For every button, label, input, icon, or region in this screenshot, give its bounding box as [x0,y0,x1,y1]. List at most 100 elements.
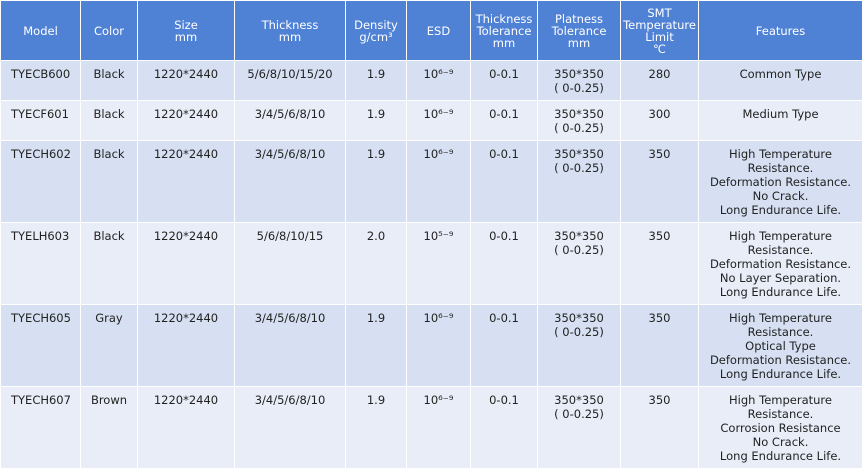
table-cell: 0-0.1 [470,304,538,387]
table-cell: 300 [620,100,699,141]
table-cell: 350 [620,304,699,387]
table-row: TYECH602 Black 1220*2440 3/4/5/6/8/10 1.9 10⁶… [0,140,862,223]
header-cell: Size mm [137,0,235,61]
cell-line: No Crack. [752,435,809,449]
table-cell: 0-0.1 [470,222,538,305]
cell-line: No Layer Separation. [719,271,842,285]
table-cell: 5/6/8/10/15 [234,222,346,305]
table-cell: 1220*2440 [137,100,235,141]
cell-line: g/cm³ [359,29,393,44]
cell-line: High Temperature [729,229,832,243]
cell-line: 10⁶⁻⁹ [423,107,454,121]
cell-line: 3/4/5/6/8/10 [254,147,326,161]
cell-line: 2.0 [366,229,386,243]
table-cell: 1220*2440 [137,304,235,387]
cell-line: ( 0-0.25) [554,121,604,135]
table-cell: 350*350( 0-0.25) [537,100,621,141]
cell-line: 350*350 [554,311,604,325]
cell-line: Resistance. [747,325,814,339]
cell-line: Brown [90,393,128,407]
cell-line: 1220*2440 [153,147,219,161]
cell-line: 5/6/8/10/15 [256,229,324,243]
table-cell: 10⁶⁻⁹ [406,60,471,101]
cell-line: 10⁶⁻⁹ [423,147,454,161]
cell-line: ( 0-0.25) [554,243,604,257]
header-cell: Density g/cm³ [345,0,407,61]
table-cell: 350*350( 0-0.25) [537,60,621,101]
cell-line: Long Endurance Life. [719,285,842,299]
table-cell: TYECF601 [0,100,81,141]
table-cell: High Temperature Resistance. Optical Type D… [698,304,862,387]
cell-line: TYECH602 [11,147,71,161]
cell-line: Thickness [261,17,319,32]
table-cell: 1.9 [345,140,407,223]
table-cell: 350*350( 0-0.25) [537,386,621,469]
table-cell: 350 [620,386,699,469]
table-cell: TYECH607 [0,386,81,469]
cell-line: 3/4/5/6/8/10 [254,393,326,407]
table-row: TYECB600 Black 1220*2440 5/6/8/10/15/20 1.9 1… [0,60,862,101]
table-cell: 0-0.1 [470,60,538,101]
table-cell: 0-0.1 [470,386,538,469]
table-cell: 0-0.1 [470,100,538,141]
table-cell: 3/4/5/6/8/10 [234,304,346,387]
cell-line: 1220*2440 [153,311,219,325]
cell-line: TYELH603 [11,229,70,243]
cell-line: 0-0.1 [489,311,519,325]
cell-line: SMT [647,5,672,20]
cell-line: 1220*2440 [153,67,219,81]
cell-line: 0-0.1 [489,393,519,407]
cell-line: 280 [648,67,671,81]
table-cell: 3/4/5/6/8/10 [234,100,346,141]
cell-line: 3/4/5/6/8/10 [254,107,326,121]
table-cell: 3/4/5/6/8/10 [234,140,346,223]
table-row: TYECH605 Gray 1220*2440 3/4/5/6/8/10 1.9 10⁶⁻… [0,304,862,387]
table-cell: High Temperature Resistance. Deformation R… [698,140,862,223]
cell-line: ℃ [653,41,666,56]
table-cell: 1220*2440 [137,60,235,101]
cell-line: Deformation Resistance. [709,353,852,367]
cell-line: ( 0-0.25) [554,407,604,421]
header-cell: Color [80,0,138,61]
cell-line: Black [93,229,125,243]
table-cell: 0-0.1 [470,140,538,223]
cell-line: Tolerance [476,23,532,38]
table-cell: Gray [80,304,138,387]
table-row: TYECH607 Brown 1220*2440 3/4/5/6/8/10 1.9 10⁶… [0,386,862,469]
cell-line: 10⁶⁻⁹ [423,393,454,407]
cell-line: 350*350 [554,107,604,121]
table-cell: TYECH605 [0,304,81,387]
cell-line: 3/4/5/6/8/10 [254,311,326,325]
cell-line: Platness [554,11,604,26]
cell-line: 1.9 [366,107,386,121]
header-row: Model Color Size mm Thickness mm Density g/cm³ E… [0,0,862,61]
cell-line: Resistance. [747,243,814,257]
table-cell: Brown [80,386,138,469]
table-cell: High Temperature Resistance. Corrosion Res… [698,386,862,469]
cell-line: No Crack. [752,189,809,203]
cell-line: ESD [426,23,451,38]
cell-line: Deformation Resistance. [709,175,852,189]
header-cell: Model [0,0,81,61]
header-cell: Thickness mm [234,0,346,61]
table-cell: 10⁶⁻⁹ [406,304,471,387]
cell-line: Resistance. [747,161,814,175]
table-row: TYECF601 Black 1220*2440 3/4/5/6/8/10 1.9 10⁶… [0,100,862,141]
cell-line: Model [23,23,58,38]
table-cell: Black [80,60,138,101]
cell-line: 300 [648,107,671,121]
table-cell: 350 [620,222,699,305]
table-cell: 2.0 [345,222,407,305]
cell-line: mm [492,35,516,50]
header-cell: ESD [406,0,471,61]
cell-line: TYECB600 [11,67,71,81]
cell-line: 0-0.1 [489,67,519,81]
table-cell: Common Type [698,60,862,101]
cell-line: Tolerance [551,23,607,38]
cell-line: Resistance. [747,407,814,421]
cell-line: 10⁶⁻⁹ [423,67,454,81]
table-cell: 1220*2440 [137,140,235,223]
table-cell: Black [80,140,138,223]
